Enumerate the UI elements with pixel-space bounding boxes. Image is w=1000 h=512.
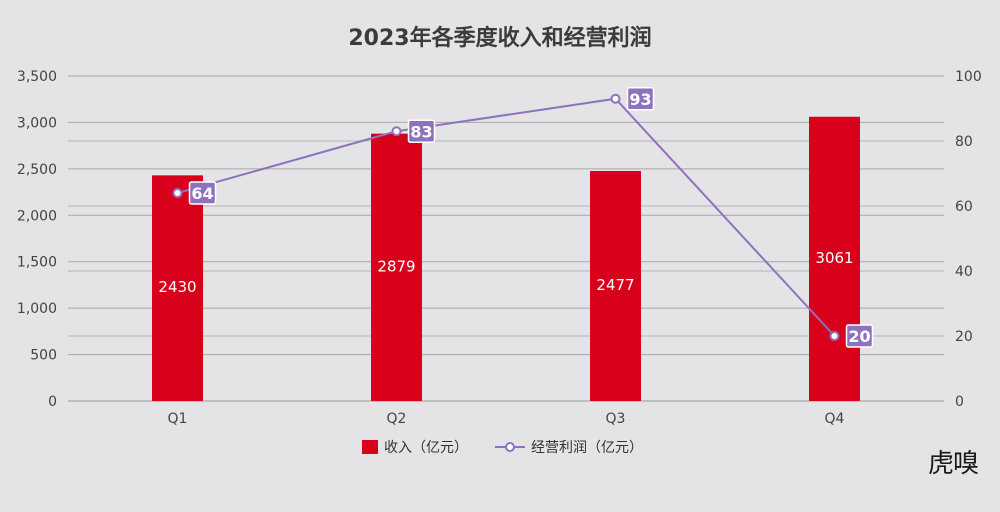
x-tick-label: Q3 bbox=[606, 411, 626, 427]
line-point bbox=[610, 93, 621, 104]
legend-swatch-revenue bbox=[362, 440, 378, 454]
line-data-label: 83 bbox=[410, 122, 432, 141]
y-right-tick-label: 40 bbox=[955, 264, 973, 280]
brand-logo: 虎嗅 bbox=[927, 449, 979, 479]
line-data-label-box bbox=[626, 87, 655, 111]
y-right-tick-label: 100 bbox=[955, 69, 982, 85]
line-point bbox=[829, 331, 840, 341]
bar-data-label: 3061 bbox=[815, 249, 853, 267]
line-point bbox=[391, 126, 402, 137]
y-left-tick-label: 500 bbox=[30, 348, 57, 364]
line-data-label-box bbox=[407, 119, 436, 143]
legend-label-profit: 经营利润（亿元） bbox=[531, 440, 643, 456]
y-right-tick-label: 20 bbox=[955, 329, 973, 345]
y-left-tick-label: 1,000 bbox=[17, 301, 57, 317]
x-tick-label: Q1 bbox=[168, 411, 188, 427]
line-point bbox=[172, 188, 183, 198]
bar-revenue bbox=[809, 116, 860, 401]
bar-data-label: 2430 bbox=[158, 278, 196, 296]
y-left-tick-label: 1,500 bbox=[17, 255, 57, 271]
line-data-label-box bbox=[188, 181, 217, 205]
y-right-tick-label: 80 bbox=[955, 134, 973, 150]
x-tick-label: Q2 bbox=[387, 411, 407, 427]
chart-title: 2023年各季度收入和经营利润 bbox=[348, 25, 651, 51]
y-left-tick-label: 0 bbox=[48, 394, 57, 410]
legend-marker-profit bbox=[505, 442, 515, 452]
bar-revenue bbox=[590, 170, 641, 401]
y-left-tick-label: 3,500 bbox=[17, 69, 57, 85]
line-data-label-box bbox=[845, 324, 874, 348]
x-tick-label: Q4 bbox=[825, 411, 845, 427]
y-right-tick-label: 60 bbox=[955, 199, 973, 215]
y-right-tick-label: 0 bbox=[955, 394, 964, 410]
bar-data-label: 2879 bbox=[377, 257, 415, 275]
y-left-tick-label: 3,000 bbox=[17, 115, 57, 131]
line-operating-profit bbox=[177, 97, 836, 337]
line-data-label: 20 bbox=[848, 327, 870, 346]
bar-data-label: 2477 bbox=[596, 276, 634, 294]
line-data-label: 64 bbox=[191, 184, 213, 203]
bar-revenue bbox=[371, 133, 422, 401]
legend-label-revenue: 收入（亿元） bbox=[384, 440, 468, 456]
bar-revenue bbox=[152, 175, 203, 401]
line-data-label: 93 bbox=[629, 90, 651, 109]
y-left-tick-label: 2,000 bbox=[17, 208, 57, 224]
y-left-tick-label: 2,500 bbox=[17, 162, 57, 178]
